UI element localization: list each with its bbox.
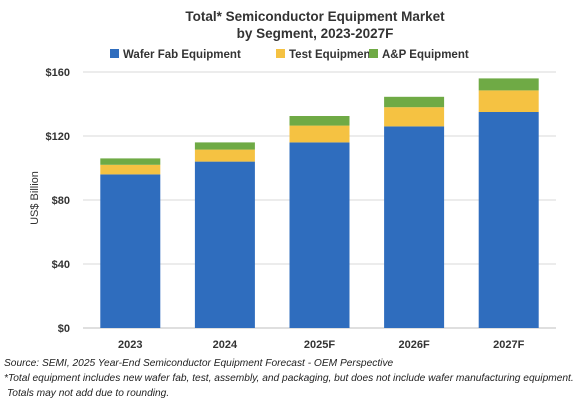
y-tick-label: $120 bbox=[46, 131, 70, 143]
bar-segment bbox=[289, 125, 350, 143]
bar-segment bbox=[100, 174, 161, 328]
chart-title: Total* Semiconductor Equipment Market bbox=[185, 9, 445, 24]
bar-segment bbox=[194, 142, 255, 150]
legend-label: A&P Equipment bbox=[382, 49, 469, 61]
bar-segment bbox=[289, 116, 350, 126]
chart-subtitle: by Segment, 2023-2027F bbox=[237, 26, 394, 41]
source-note: Source: SEMI, 2025 Year-End Semiconducto… bbox=[4, 358, 394, 369]
bar-segment bbox=[384, 96, 445, 108]
bars bbox=[100, 78, 539, 329]
bar-segment bbox=[194, 161, 255, 328]
bar-segment bbox=[100, 164, 161, 175]
legend-swatch bbox=[276, 49, 285, 58]
x-tick-label: 2025F bbox=[304, 339, 335, 351]
legend-label: Test Equipment bbox=[289, 49, 375, 61]
chart-svg: Total* Semiconductor Equipment Market by… bbox=[29, 9, 556, 351]
bar-segment bbox=[478, 78, 539, 91]
legend-swatch bbox=[369, 49, 378, 58]
y-tick-label: $80 bbox=[52, 195, 70, 207]
x-tick-label: 2027F bbox=[493, 339, 524, 351]
y-tick-label: $0 bbox=[58, 323, 70, 335]
legend-label: Wafer Fab Equipment bbox=[123, 49, 241, 61]
y-axis-label: US$ Billion bbox=[29, 171, 41, 225]
footnote-total-definition: *Total equipment includes new wafer fab,… bbox=[4, 373, 574, 384]
x-tick-label: 2024 bbox=[213, 339, 238, 351]
x-tick-label: 2026F bbox=[398, 339, 429, 351]
bar-segment bbox=[194, 149, 255, 162]
bar-segment bbox=[478, 112, 539, 328]
legend: Wafer Fab Equipment Test Equipment A&P Equ… bbox=[110, 49, 469, 61]
chart-notes: Source: SEMI, 2025 Year-End Semiconducto… bbox=[4, 356, 578, 401]
bar-segment bbox=[289, 142, 350, 328]
legend-swatch bbox=[110, 49, 119, 58]
bar-segment bbox=[384, 107, 445, 127]
tick-labels: $0 $40 $80 $120 $160 2023 2024 2025F 2026F 2027F bbox=[46, 67, 525, 351]
bar-segment bbox=[384, 126, 445, 329]
y-tick-label: $160 bbox=[46, 67, 70, 79]
footnote-rounding: Totals may not add due to rounding. bbox=[7, 388, 170, 399]
bar-segment bbox=[100, 158, 161, 165]
y-tick-label: $40 bbox=[52, 259, 70, 271]
bar-segment bbox=[478, 90, 539, 112]
x-tick-label: 2023 bbox=[118, 339, 142, 351]
